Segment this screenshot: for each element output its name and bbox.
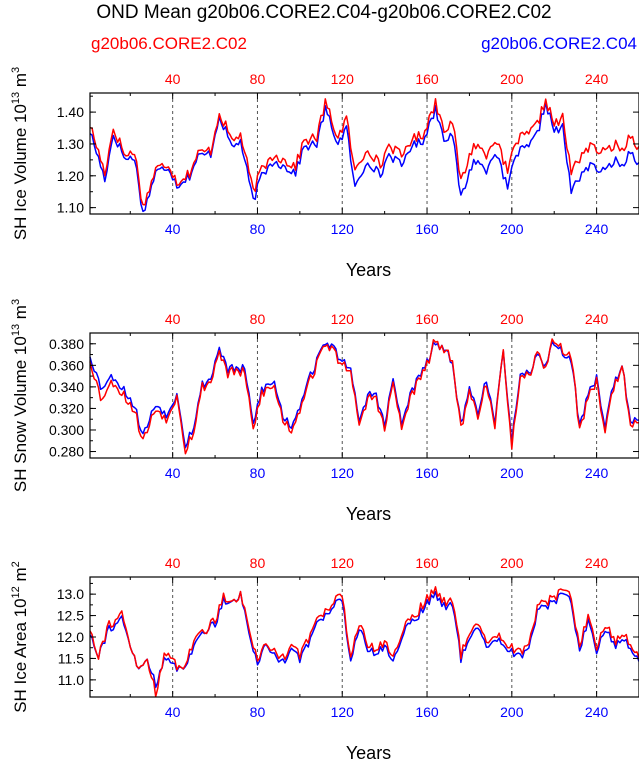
xtick-label-bottom: 120 [331,704,355,720]
xtick-label-bottom: 80 [250,465,266,481]
xtick-label-bottom: 40 [165,704,181,720]
xtick-label-top: 200 [500,555,524,571]
xtick-label-top: 80 [250,555,266,571]
ytick-label: 1.40 [57,104,84,120]
series-line-c02 [89,586,639,698]
xtick-label-top: 40 [165,311,181,327]
series-line-c04 [89,101,639,213]
ytick-label: 11.0 [58,672,84,688]
ytick-label: 0.280 [49,444,84,460]
y-axis-title-prefix: SH Ice Area 10 [11,598,30,712]
xtick-label-top: 80 [250,311,266,327]
x-axis-title: Years [346,743,391,762]
ytick-label: 12.0 [57,629,84,645]
xtick-label-bottom: 120 [331,465,355,481]
y-axis-title-unit: m [11,567,30,586]
y-axis-title-unit: m [11,305,30,324]
plot-frame [89,92,639,215]
series-line-c02 [89,338,639,455]
xtick-label-bottom: 200 [500,704,524,720]
xtick-label-top: 40 [165,71,181,87]
y-axis-title-prefix: SH Snow Volume 10 [11,336,30,492]
figure-title: OND Mean g20b06.CORE2.C04-g20b06.CORE2.C… [96,2,551,23]
xtick-label-bottom: 40 [165,221,181,237]
xtick-label-top: 200 [500,311,524,327]
xtick-label-bottom: 120 [331,221,355,237]
ytick-label: 0.320 [49,400,84,416]
chart-panel-3: 11.0 11.5 12.0 12.5 13.0 40 40 80 80 120 120 160 160… [10,555,639,762]
xtick-label-bottom: 160 [415,465,439,481]
legend-label-c02: g20b06.CORE2.C02 [91,34,247,53]
xtick-label-bottom: 240 [585,465,609,481]
xtick-label-bottom: 80 [250,221,266,237]
xtick-label-top: 160 [415,555,439,571]
xtick-label-top: 160 [415,71,439,87]
y-axis-title-exponent: 12 [10,586,22,598]
y-axis-title-unit: m [11,73,30,92]
xtick-label-top: 120 [331,311,355,327]
xtick-label-bottom: 160 [415,221,439,237]
x-axis-title: Years [346,260,391,280]
y-axis-title-unit-exponent: 2 [10,561,22,567]
xtick-label-top: 80 [250,71,266,87]
xtick-label-bottom: 240 [585,704,609,720]
ytick-label: 0.340 [49,379,84,395]
xtick-label-bottom: 160 [415,704,439,720]
plot-frame [89,332,639,459]
xtick-label-top: 240 [585,555,609,571]
ytick-label: 1.10 [57,200,84,216]
legend-label-c04: g20b06.CORE2.C04 [481,34,637,53]
y-axis-title-prefix: SH Ice Volume 10 [11,104,30,240]
series-line-c02 [89,97,639,206]
y-axis-title-unit-exponent: 3 [10,67,22,73]
xtick-label-top: 240 [585,71,609,87]
y-axis-title: SH Ice Volume 1013 m3 [10,67,30,240]
y-axis-title-exponent: 13 [10,92,22,104]
xtick-label-bottom: 40 [165,465,181,481]
ytick-label: 1.20 [57,168,84,184]
ytick-label: 0.380 [49,336,84,352]
xtick-label-bottom: 200 [500,465,524,481]
y-axis-title: SH Ice Area 1012 m2 [10,561,30,713]
ytick-label: 1.30 [57,136,84,152]
y-axis-title: SH Snow Volume 1013 m3 [10,299,30,492]
chart-panel-1: 1.10 1.20 1.30 1.40 40 40 80 80 120 120 160 160 200 2… [10,67,639,280]
xtick-label-top: 160 [415,311,439,327]
y-axis-title-unit-exponent: 3 [10,299,22,305]
xtick-label-bottom: 200 [500,221,524,237]
xtick-label-top: 40 [165,555,181,571]
x-axis-title: Years [346,504,391,524]
xtick-label-bottom: 240 [585,221,609,237]
ytick-label: 0.300 [49,422,84,438]
xtick-label-top: 120 [331,555,355,571]
ytick-label: 12.5 [57,608,84,624]
chart-panel-2: 0.280 0.300 0.320 0.340 0.360 0.380 40 40 80 80 12… [10,299,639,524]
xtick-label-bottom: 80 [250,704,266,720]
ytick-label: 13.0 [57,586,84,602]
y-axis-title-exponent: 13 [10,324,22,336]
ytick-label: 11.5 [58,650,84,666]
xtick-label-top: 120 [331,71,355,87]
xtick-label-top: 200 [500,71,524,87]
ytick-label: 0.360 [49,357,84,373]
xtick-label-top: 240 [585,311,609,327]
